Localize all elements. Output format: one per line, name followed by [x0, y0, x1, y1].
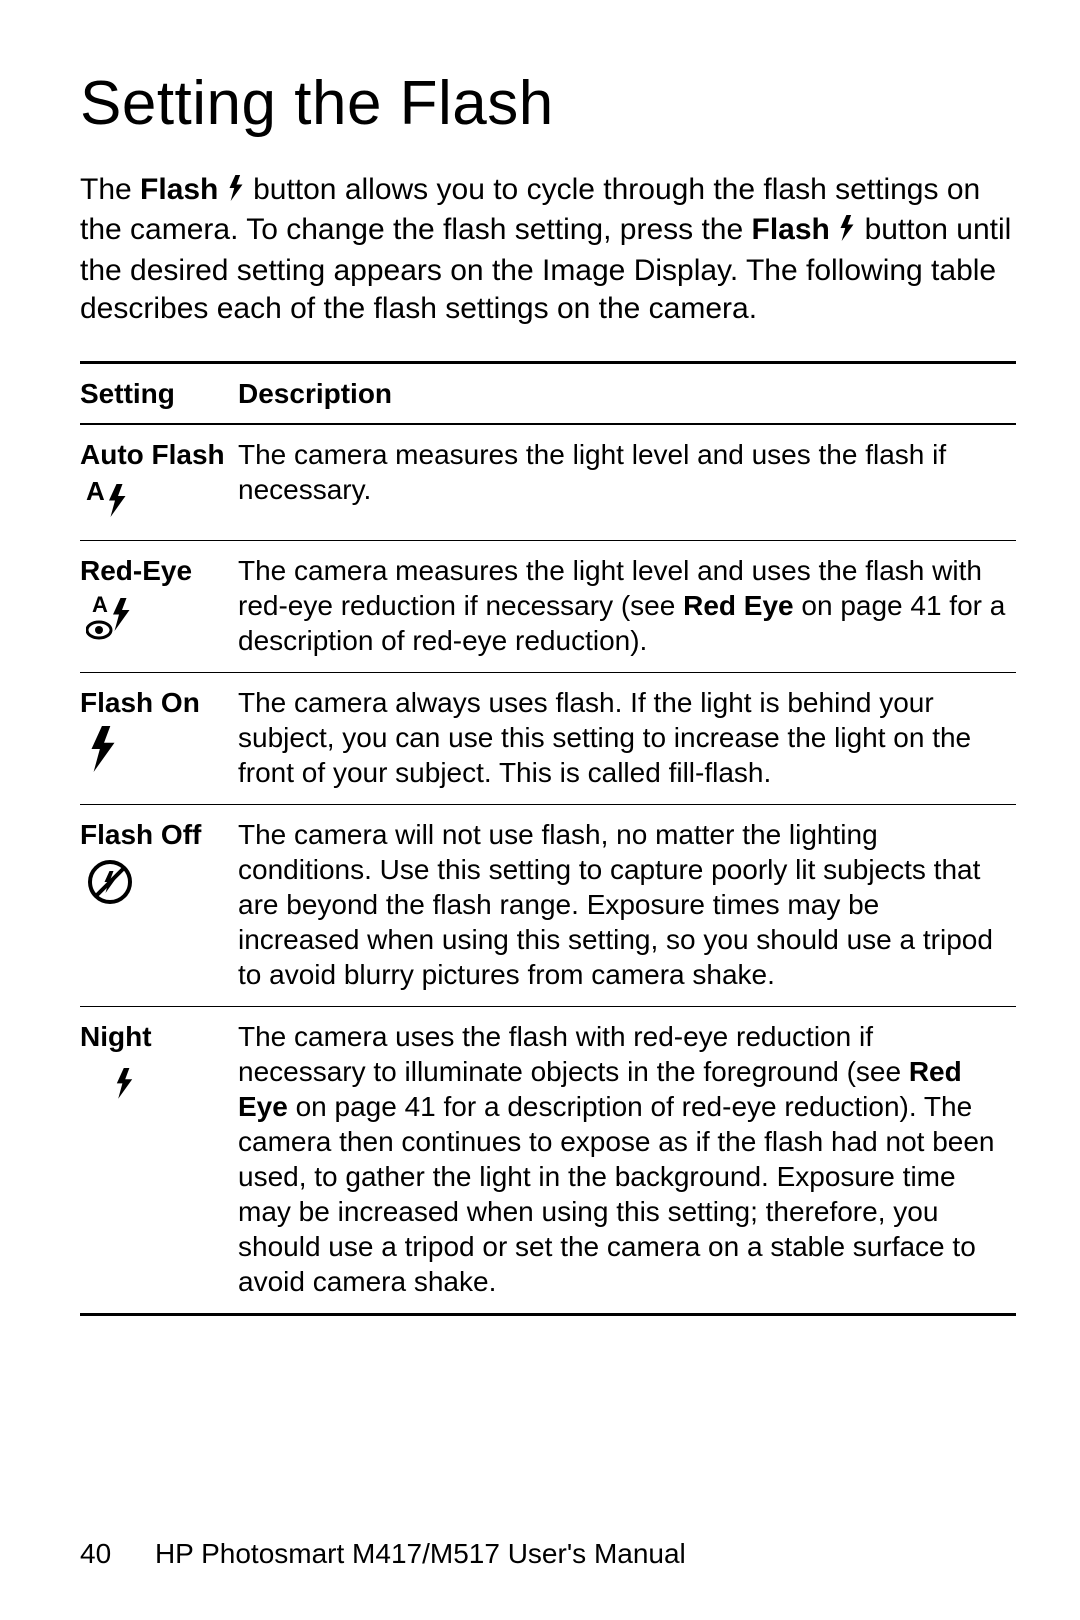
flash-settings-table: Setting Description Auto Flash A The cam… — [80, 361, 1016, 1316]
intro-text-pre: The — [80, 173, 140, 206]
setting-name-night: Night — [80, 1019, 230, 1054]
table-row: Flash Off The camera will not use flash,… — [80, 804, 1016, 1006]
red-eye-icon: A — [86, 594, 230, 650]
desc-text: on page 41 for a description of red-eye … — [238, 1091, 995, 1297]
auto-flash-icon: A — [86, 478, 230, 526]
flash-on-icon — [86, 726, 230, 780]
setting-name-flash-on: Flash On — [80, 685, 230, 720]
page-number: 40 — [80, 1538, 111, 1570]
setting-name-red-eye: Red-Eye — [80, 553, 230, 588]
col-header-description: Description — [238, 362, 1016, 424]
page-title: Setting the Flash — [80, 68, 1016, 139]
flash-bold-2: Flash — [752, 213, 830, 246]
setting-desc-flash-off: The camera will not use flash, no matter… — [238, 804, 1016, 1006]
flash-icon — [227, 173, 245, 211]
setting-desc-flash-on: The camera always uses flash. If the lig… — [238, 672, 1016, 804]
intro-paragraph: The Flash button allows you to cycle thr… — [80, 171, 1016, 329]
flash-bold-1: Flash — [140, 173, 218, 206]
table-row: Night The camera uses the flash with red… — [80, 1006, 1016, 1314]
col-header-setting: Setting — [80, 362, 238, 424]
manual-title: HP Photosmart M417/M517 User's Manual — [155, 1538, 686, 1569]
flash-off-icon — [86, 858, 230, 914]
setting-desc-auto-flash: The camera measures the light level and … — [238, 424, 1016, 541]
setting-desc-red-eye: The camera measures the light level and … — [238, 540, 1016, 672]
setting-name-flash-off: Flash Off — [80, 817, 230, 852]
table-row: Auto Flash A The camera measures the lig… — [80, 424, 1016, 541]
night-icon — [86, 1060, 230, 1110]
setting-desc-night: The camera uses the flash with red-eye r… — [238, 1006, 1016, 1314]
desc-bold: Red Eye — [683, 590, 794, 621]
table-row: Flash On The camera always uses flash. I… — [80, 672, 1016, 804]
setting-name-auto-flash: Auto Flash — [80, 437, 230, 472]
svg-text:A: A — [86, 478, 105, 506]
svg-text:A: A — [92, 594, 108, 617]
page-footer: 40 HP Photosmart M417/M517 User's Manual — [80, 1538, 1016, 1570]
desc-text: The camera uses the flash with red-eye r… — [238, 1021, 909, 1087]
table-row: Red-Eye A The camera measures the light … — [80, 540, 1016, 672]
flash-icon — [838, 213, 856, 251]
manual-page: Setting the Flash The Flash button allow… — [0, 0, 1080, 1620]
